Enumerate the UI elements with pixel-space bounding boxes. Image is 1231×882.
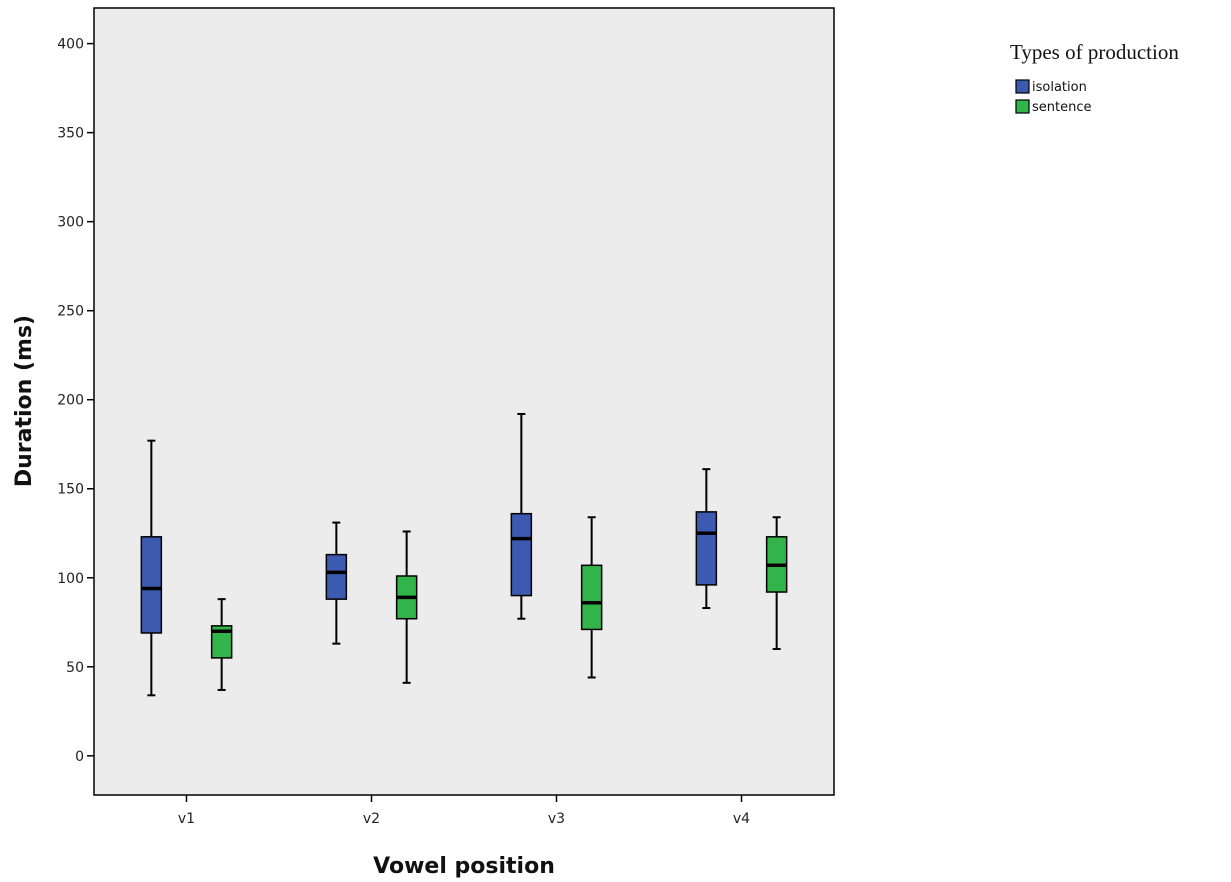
x-tick-label: v1 — [178, 811, 195, 827]
box-sentence-v3 — [580, 516, 603, 679]
box-isolation-v4 — [695, 468, 718, 610]
y-tick-label: 250 — [57, 304, 84, 320]
y-axis-title: Duration (ms) — [12, 315, 37, 487]
x-axis: v1 v2 v3 v4 — [178, 795, 750, 827]
box-isolation-v2 — [325, 521, 348, 645]
box-series-group — [140, 412, 788, 697]
x-tick-label: v3 — [548, 811, 565, 827]
x-tick-label: v2 — [363, 811, 380, 827]
legend-swatch-isolation — [1015, 79, 1030, 94]
legend: Types of production isolation sentence — [1010, 40, 1179, 115]
box-isolation-v1 — [140, 439, 163, 697]
box-iqr — [695, 511, 718, 586]
y-tick-label: 0 — [75, 749, 84, 765]
y-tick-label: 100 — [57, 571, 84, 587]
legend-swatch-sentence — [1015, 99, 1030, 114]
box-iqr — [210, 625, 233, 659]
box-iqr — [510, 512, 533, 597]
y-axis: 0 50 100 150 200 250 300 350 400 — [57, 37, 94, 765]
box-iqr — [580, 564, 603, 631]
box-sentence-v1 — [210, 598, 233, 691]
y-tick-label: 150 — [57, 482, 84, 498]
x-tick-label: v4 — [733, 811, 750, 827]
x-axis-title: Vowel position — [373, 854, 555, 879]
y-tick-label: 400 — [57, 37, 84, 53]
box-isolation-v3 — [510, 412, 533, 620]
plot-area — [93, 7, 835, 796]
y-tick-label: 200 — [57, 393, 84, 409]
y-tick-label: 350 — [57, 126, 84, 142]
y-tick-label: 300 — [57, 215, 84, 231]
box-iqr — [140, 536, 163, 634]
box-sentence-v4 — [765, 516, 788, 650]
box-sentence-v2 — [395, 530, 418, 684]
box-iqr — [325, 553, 348, 600]
legend-label-sentence: sentence — [1032, 100, 1092, 115]
legend-title: Types of production — [1010, 40, 1179, 64]
legend-label-isolation: isolation — [1032, 80, 1087, 95]
y-tick-label: 50 — [66, 660, 84, 676]
